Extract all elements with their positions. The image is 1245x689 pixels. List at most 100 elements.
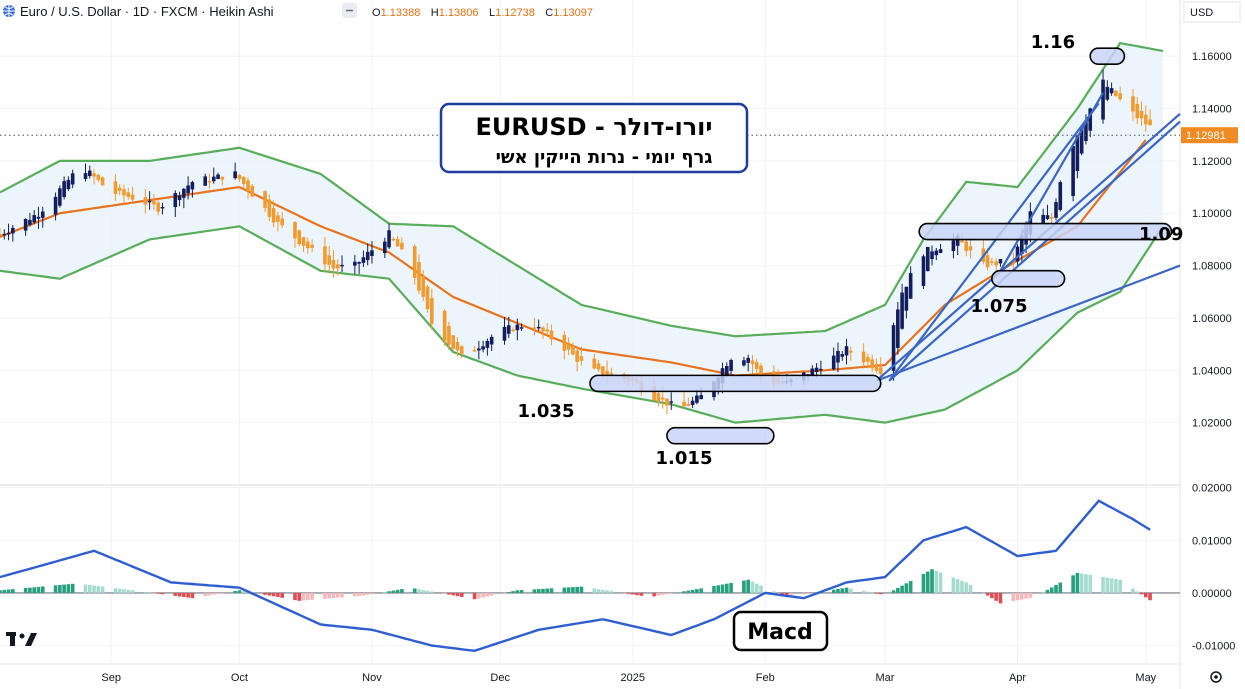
candle-body	[506, 325, 511, 334]
symbol-title[interactable]: Euro / U.S. Dollar · 1D · FXCM · Heikin …	[20, 4, 274, 19]
candle-body	[83, 173, 88, 179]
candle	[387, 223, 391, 249]
candle	[579, 346, 584, 366]
macd-histogram-bar	[660, 592, 665, 595]
candle-body	[489, 336, 494, 345]
macd-histogram-bar	[177, 592, 182, 597]
macd-histogram-bar	[686, 590, 691, 593]
candle	[1071, 143, 1075, 202]
candle-body	[960, 240, 964, 243]
candle	[656, 390, 661, 407]
candle-body	[23, 218, 28, 231]
candle-body	[203, 176, 208, 186]
macd-histogram-bar	[143, 591, 148, 593]
macd-histogram-bar	[92, 585, 96, 593]
candle-body	[729, 360, 733, 371]
ohlc-high-label: H	[431, 7, 439, 19]
macd-histogram-bar	[1020, 592, 1024, 600]
candle	[861, 343, 866, 369]
currency-selector[interactable]: USD	[1183, 1, 1241, 23]
macd-histogram-bar	[207, 592, 212, 596]
candle-body	[310, 244, 314, 248]
candle-body	[28, 219, 32, 225]
macd-histogram-bar	[382, 591, 387, 593]
candle-body	[562, 334, 567, 351]
candle-body	[6, 232, 11, 235]
candle-body	[566, 342, 571, 350]
macd-histogram-bar	[267, 592, 272, 596]
macd-histogram-bar	[609, 591, 614, 593]
ohlc-high-value: 1.13806	[439, 7, 479, 19]
candle-body	[1071, 146, 1075, 197]
candle-body	[233, 171, 237, 179]
candle-body	[62, 181, 66, 198]
macd-label: Macd	[747, 620, 813, 645]
candle-body	[306, 241, 310, 249]
macd-histogram-bar	[190, 592, 195, 599]
macd-histogram-bar	[990, 592, 994, 599]
macd-histogram-bar	[477, 592, 481, 599]
candle-body	[1105, 86, 1110, 100]
macd-histogram-bar	[964, 582, 969, 593]
candle-body	[220, 176, 225, 180]
macd-histogram-bar	[789, 592, 793, 597]
candle	[729, 358, 733, 375]
candle-body	[592, 358, 597, 369]
candle	[750, 354, 755, 374]
candle	[211, 167, 216, 184]
candle-body	[421, 276, 426, 297]
candle	[896, 301, 900, 355]
time-tick-label: Apr	[1009, 672, 1026, 684]
candle-body	[455, 342, 460, 351]
macd-histogram-bar	[122, 589, 126, 593]
candle-body	[1135, 103, 1140, 119]
candle	[472, 346, 477, 352]
trend-line-a	[875, 112, 1181, 382]
candle	[934, 247, 939, 261]
candle	[353, 255, 357, 275]
candle	[874, 358, 879, 374]
trend-line-d	[999, 92, 1104, 272]
candle-body	[519, 327, 524, 329]
candle-body	[836, 350, 840, 363]
macd-histogram-bar	[6, 589, 11, 593]
title-text: יורו-דולר - EURUSD	[475, 113, 712, 141]
candle-body	[361, 257, 366, 263]
collapse-button[interactable]	[342, 3, 357, 18]
candle	[323, 236, 327, 272]
macd-histogram-bar	[1024, 592, 1028, 599]
candle-body	[861, 351, 866, 363]
candle	[921, 254, 926, 290]
macd-histogram-bar	[1118, 579, 1122, 593]
macd-histogram-bar	[1071, 575, 1075, 593]
candle	[545, 323, 550, 336]
candle-body	[280, 218, 284, 226]
macd-histogram-bar	[87, 585, 92, 593]
macd-histogram-bar	[1101, 577, 1105, 593]
candle	[113, 174, 118, 201]
price-tick-label: 1.02000	[1192, 418, 1232, 430]
candle-body	[596, 363, 601, 370]
macd-histogram-bar	[511, 591, 515, 593]
level-box-1-035	[589, 374, 882, 393]
macd-histogram-bar	[365, 592, 370, 595]
candle-body	[250, 185, 255, 197]
macd-histogram-bar	[310, 592, 314, 600]
candle	[690, 396, 695, 409]
candle-body	[904, 286, 909, 311]
candle	[746, 354, 750, 372]
candle	[117, 184, 122, 196]
macd-histogram-bar	[772, 591, 776, 593]
macd-histogram-bar	[562, 587, 567, 593]
candle-body	[532, 327, 537, 329]
candle	[1143, 105, 1148, 132]
trend-line-b	[888, 120, 1181, 382]
candle	[62, 176, 66, 200]
candle	[968, 240, 973, 259]
candle-body	[323, 246, 327, 265]
macd-histogram-bar	[1143, 592, 1148, 598]
settings-button[interactable]	[1210, 671, 1222, 683]
candle	[36, 206, 41, 229]
candle-body	[335, 264, 340, 269]
band-fill	[0, 43, 1163, 423]
